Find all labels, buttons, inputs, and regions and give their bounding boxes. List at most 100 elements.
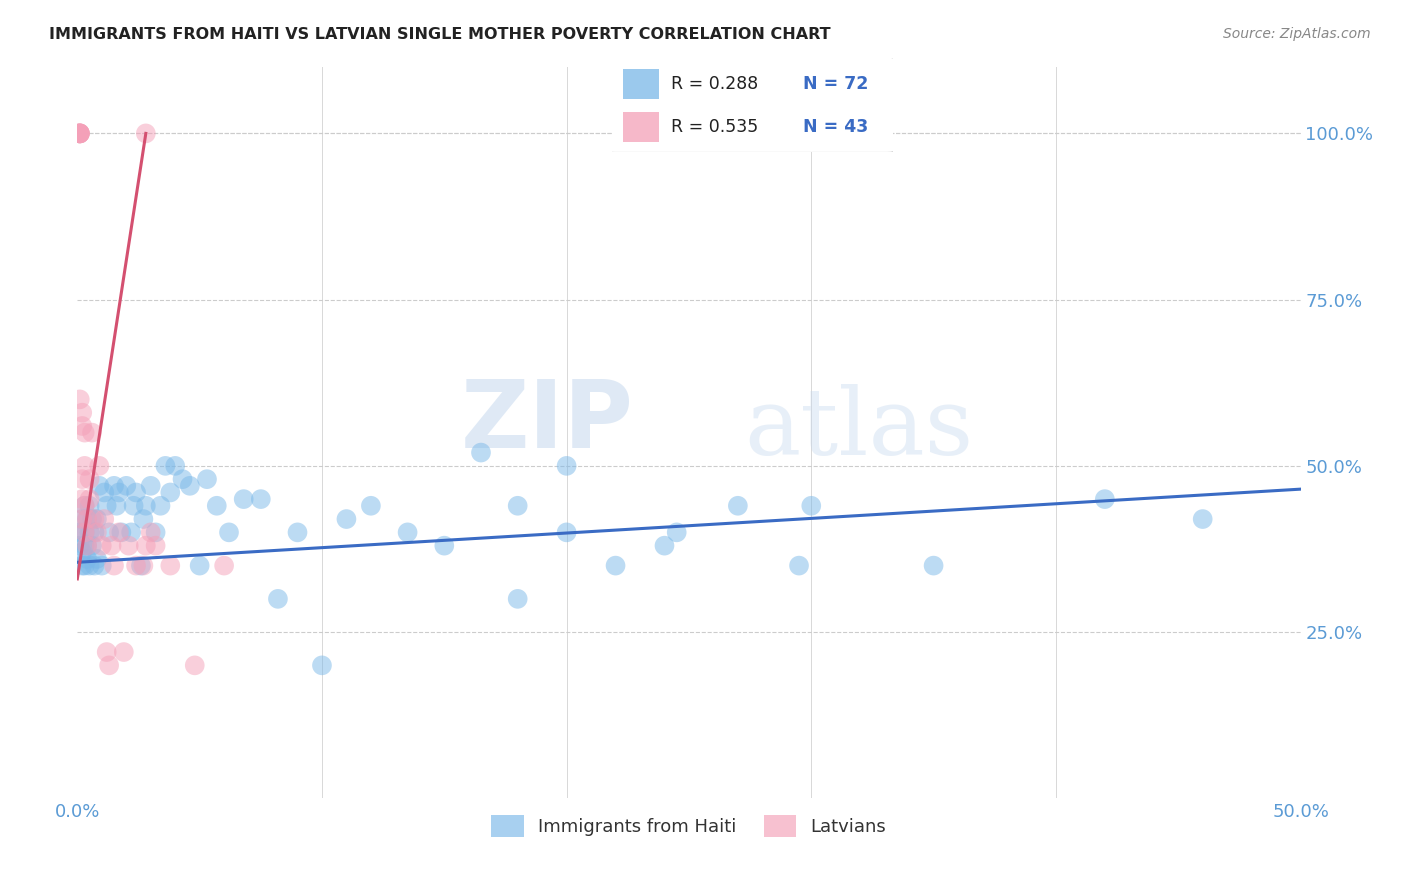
Point bbox=[103, 479, 125, 493]
Point bbox=[172, 472, 194, 486]
Point bbox=[165, 458, 187, 473]
Point bbox=[70, 419, 93, 434]
Point bbox=[76, 539, 98, 553]
Point bbox=[89, 479, 111, 493]
Point bbox=[69, 127, 91, 141]
Point bbox=[80, 512, 103, 526]
Point bbox=[93, 512, 115, 526]
Text: ZIP: ZIP bbox=[461, 376, 634, 467]
Point bbox=[145, 525, 167, 540]
Point bbox=[79, 499, 101, 513]
Legend: Immigrants from Haiti, Latvians: Immigrants from Haiti, Latvians bbox=[484, 807, 894, 844]
Point bbox=[787, 558, 810, 573]
Point bbox=[69, 127, 91, 141]
Bar bbox=[623, 112, 659, 142]
Point bbox=[98, 525, 121, 540]
Point bbox=[86, 512, 108, 526]
Point bbox=[83, 558, 105, 573]
Point bbox=[179, 479, 201, 493]
Text: N = 43: N = 43 bbox=[803, 119, 868, 136]
Text: R = 0.288: R = 0.288 bbox=[671, 75, 758, 93]
Point bbox=[69, 127, 91, 141]
Point bbox=[96, 645, 118, 659]
Point bbox=[120, 525, 142, 540]
Point bbox=[70, 545, 93, 559]
Point bbox=[79, 558, 101, 573]
Text: atlas: atlas bbox=[744, 384, 973, 474]
Point bbox=[125, 485, 148, 500]
Point bbox=[654, 539, 676, 553]
Point bbox=[139, 479, 162, 493]
Point bbox=[103, 558, 125, 573]
Point bbox=[112, 645, 135, 659]
Point bbox=[800, 499, 823, 513]
Point bbox=[70, 558, 93, 573]
Point bbox=[250, 492, 273, 507]
Point bbox=[433, 539, 456, 553]
Point bbox=[159, 558, 181, 573]
Point bbox=[69, 127, 91, 141]
Point bbox=[73, 525, 96, 540]
Point bbox=[205, 499, 228, 513]
Point bbox=[76, 512, 98, 526]
Point bbox=[155, 458, 177, 473]
Point bbox=[73, 499, 96, 513]
Point bbox=[135, 539, 157, 553]
Point bbox=[506, 499, 529, 513]
Point bbox=[122, 499, 145, 513]
Text: Source: ZipAtlas.com: Source: ZipAtlas.com bbox=[1223, 27, 1371, 41]
Point bbox=[287, 525, 309, 540]
Point bbox=[184, 658, 207, 673]
Point bbox=[70, 512, 93, 526]
Point bbox=[69, 127, 91, 141]
Point bbox=[360, 499, 382, 513]
Point bbox=[1094, 492, 1116, 507]
Point bbox=[90, 539, 112, 553]
Point bbox=[73, 539, 96, 553]
Text: N = 72: N = 72 bbox=[803, 75, 868, 93]
Point bbox=[135, 499, 157, 513]
Point bbox=[218, 525, 240, 540]
Point bbox=[70, 492, 93, 507]
Point bbox=[145, 539, 167, 553]
Point bbox=[267, 591, 290, 606]
Point bbox=[188, 558, 211, 573]
Point bbox=[135, 127, 157, 141]
Point bbox=[159, 485, 181, 500]
Point bbox=[555, 525, 578, 540]
Point bbox=[335, 512, 357, 526]
Point bbox=[69, 392, 91, 407]
Point bbox=[110, 525, 132, 540]
Point bbox=[132, 512, 155, 526]
Point bbox=[108, 525, 131, 540]
Point bbox=[83, 525, 105, 540]
Point bbox=[80, 425, 103, 440]
Point bbox=[922, 558, 945, 573]
Point bbox=[100, 539, 122, 553]
Point bbox=[195, 472, 218, 486]
Point bbox=[73, 499, 96, 513]
Point bbox=[108, 485, 131, 500]
Point bbox=[396, 525, 419, 540]
Point bbox=[139, 525, 162, 540]
Point bbox=[70, 512, 93, 526]
Point bbox=[70, 406, 93, 420]
Point bbox=[605, 558, 627, 573]
Point bbox=[69, 539, 91, 553]
Point bbox=[311, 658, 333, 673]
Point bbox=[86, 552, 108, 566]
Point bbox=[212, 558, 235, 573]
Bar bbox=[623, 70, 659, 99]
FancyBboxPatch shape bbox=[606, 57, 896, 153]
Point bbox=[76, 512, 98, 526]
Point bbox=[98, 658, 121, 673]
Point bbox=[727, 499, 749, 513]
Point bbox=[76, 539, 98, 553]
Point bbox=[86, 525, 108, 540]
Point bbox=[89, 458, 111, 473]
Point bbox=[149, 499, 172, 513]
Point bbox=[73, 558, 96, 573]
Point bbox=[115, 479, 138, 493]
Point bbox=[90, 558, 112, 573]
Point bbox=[79, 492, 101, 507]
